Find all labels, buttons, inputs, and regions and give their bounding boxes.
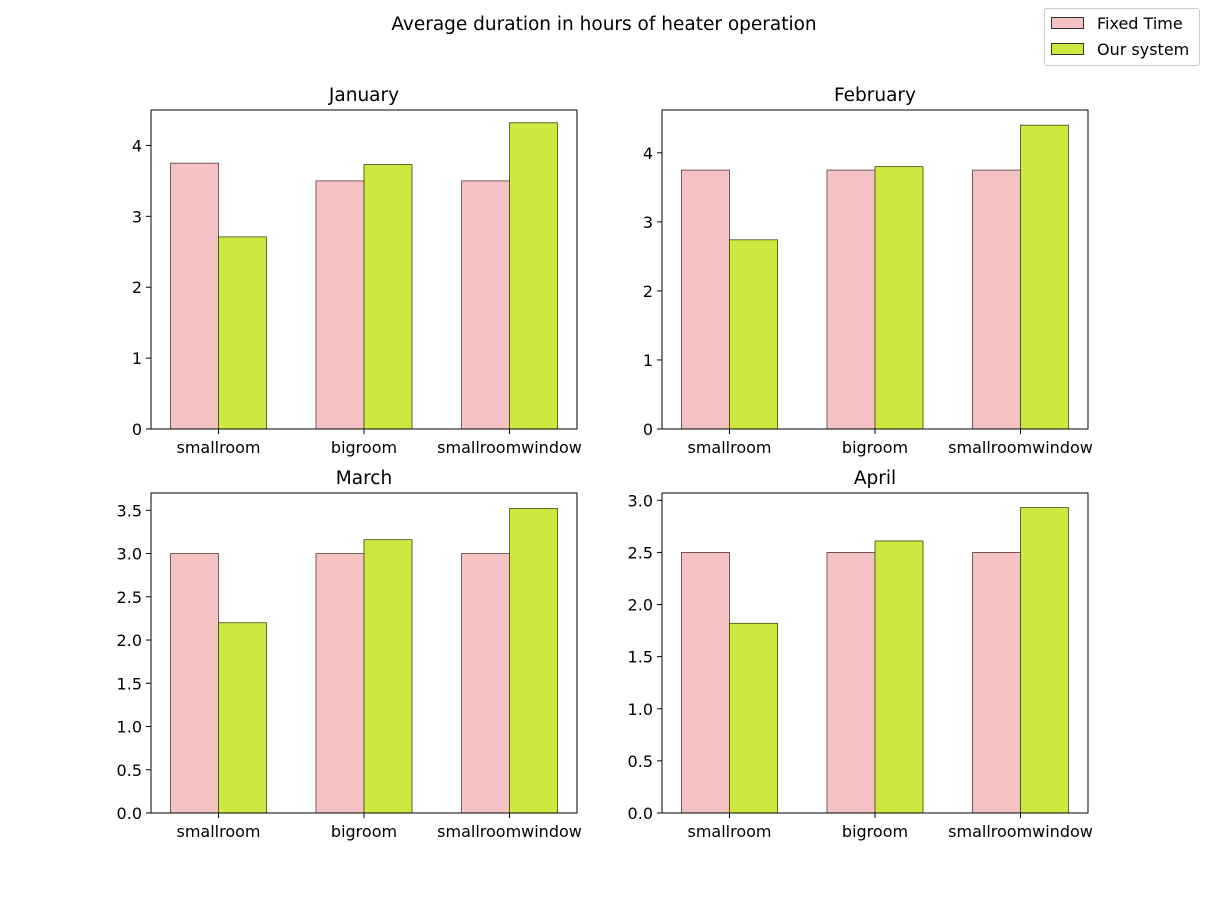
subplot-title-january: January xyxy=(328,85,399,106)
xtick-label-march-smallroomwindow: smallroomwindow xyxy=(437,822,582,841)
legend-swatch-fixed-time xyxy=(1051,17,1084,29)
ytick-label-april-4: 2.0 xyxy=(628,596,653,615)
ytick-label-april-6: 3.0 xyxy=(628,491,653,510)
ytick-label-february-1: 1 xyxy=(643,351,653,370)
ytick-label-april-1: 0.5 xyxy=(628,752,653,771)
subplot-march: smallroom bigroom smallroomwindow 0.0 0.5 1.0… xyxy=(117,468,582,841)
bar-january-bigroom-fixed-time xyxy=(315,180,365,430)
ytick-label-march-3: 1.5 xyxy=(117,674,142,693)
xtick-label-april-smallroomwindow: smallroomwindow xyxy=(948,822,1093,841)
bar-march-smallroom-fixed-time xyxy=(170,553,219,814)
bar-january-smallroomwindow-fixed-time xyxy=(461,180,510,430)
ytick-label-january-4: 4 xyxy=(132,136,142,155)
subplot-title-march: March xyxy=(336,468,392,489)
axes-frame-january xyxy=(150,109,578,430)
ytick-label-march-7: 3.5 xyxy=(117,501,142,520)
legend-label-fixed-time: Fixed Time xyxy=(1097,13,1183,33)
xtick-label-february-smallroomwindow: smallroomwindow xyxy=(948,438,1093,457)
axes-frame-february xyxy=(661,109,1089,430)
bar-january-smallroomwindow-our-system xyxy=(509,122,558,430)
ytick-label-april-2: 1.0 xyxy=(628,700,653,719)
legend-item-fixed-time: Fixed Time xyxy=(1051,13,1183,33)
subplot-title-february: February xyxy=(834,85,916,106)
xtick-label-april-bigroom: bigroom xyxy=(842,822,908,841)
axes-frame-april xyxy=(661,492,1089,814)
ytick-label-april-3: 1.5 xyxy=(628,648,653,667)
legend: Fixed Time Our system xyxy=(1044,8,1200,66)
bar-january-smallroom-our-system xyxy=(218,236,267,430)
bar-february-bigroom-fixed-time xyxy=(826,169,876,430)
bar-february-bigroom-our-system xyxy=(874,166,924,430)
axes-frame-march xyxy=(150,492,578,814)
bar-march-smallroom-our-system xyxy=(218,622,267,814)
ytick-label-february-2: 2 xyxy=(643,282,653,301)
figure-title: Average duration in hours of heater oper… xyxy=(391,14,817,35)
xtick-label-january-smallroomwindow: smallroomwindow xyxy=(437,438,582,457)
xtick-label-january-smallroom: smallroom xyxy=(176,438,260,457)
ytick-label-february-3: 3 xyxy=(643,213,653,232)
legend-item-our-system: Our system xyxy=(1051,39,1190,59)
ytick-label-february-0: 0 xyxy=(643,420,653,439)
ytick-label-february-4: 4 xyxy=(643,144,653,163)
bar-february-smallroom-our-system xyxy=(729,239,778,430)
xtick-label-january-bigroom: bigroom xyxy=(331,438,397,457)
ytick-label-january-0: 0 xyxy=(132,420,142,439)
ytick-label-april-5: 2.5 xyxy=(628,543,653,562)
legend-swatch-our-system xyxy=(1051,43,1084,55)
bar-april-bigroom-fixed-time xyxy=(826,552,876,814)
bar-march-smallroomwindow-fixed-time xyxy=(461,553,510,814)
bar-april-smallroomwindow-our-system xyxy=(1020,507,1069,814)
ytick-label-march-1: 0.5 xyxy=(117,761,142,780)
bar-february-smallroom-fixed-time xyxy=(681,169,730,430)
bar-april-smallroom-our-system xyxy=(729,622,778,814)
bar-march-smallroomwindow-our-system xyxy=(509,508,558,814)
xtick-label-april-smallroom: smallroom xyxy=(687,822,771,841)
xtick-label-march-bigroom: bigroom xyxy=(331,822,397,841)
bar-march-bigroom-fixed-time xyxy=(315,553,365,814)
xtick-label-february-smallroom: smallroom xyxy=(687,438,771,457)
subplot-january: smallroom bigroom smallroomwindow 0 1 2 3 4 Janu… xyxy=(132,85,582,457)
xtick-label-february-bigroom: bigroom xyxy=(842,438,908,457)
subplot-title-april: April xyxy=(854,468,896,489)
bar-january-smallroom-fixed-time xyxy=(170,162,219,430)
bar-february-smallroomwindow-fixed-time xyxy=(972,169,1021,430)
ytick-label-march-4: 2.0 xyxy=(117,631,142,650)
bar-january-bigroom-our-system xyxy=(363,164,413,430)
ytick-label-january-3: 3 xyxy=(132,207,142,226)
bar-march-bigroom-our-system xyxy=(363,539,413,814)
subplot-february: smallroom bigroom smallroomwindow 0 1 2 3 4 Febr… xyxy=(643,85,1093,457)
ytick-label-january-1: 1 xyxy=(132,349,142,368)
ytick-label-march-0: 0.0 xyxy=(117,804,142,823)
ytick-label-april-0: 0.0 xyxy=(628,804,653,823)
legend-label-our-system: Our system xyxy=(1097,39,1190,59)
bar-april-smallroom-fixed-time xyxy=(681,552,730,814)
ytick-label-march-6: 3.0 xyxy=(117,545,142,564)
bar-april-bigroom-our-system xyxy=(874,540,924,814)
ytick-label-march-2: 1.0 xyxy=(117,718,142,737)
subplot-april: smallroom bigroom smallroomwindow 0.0 0.5 1.0… xyxy=(628,468,1093,841)
bar-february-smallroomwindow-our-system xyxy=(1020,124,1069,430)
ytick-label-march-5: 2.5 xyxy=(117,588,142,607)
bar-april-smallroomwindow-fixed-time xyxy=(972,552,1021,814)
xtick-label-march-smallroom: smallroom xyxy=(176,822,260,841)
ytick-label-january-2: 2 xyxy=(132,278,142,297)
